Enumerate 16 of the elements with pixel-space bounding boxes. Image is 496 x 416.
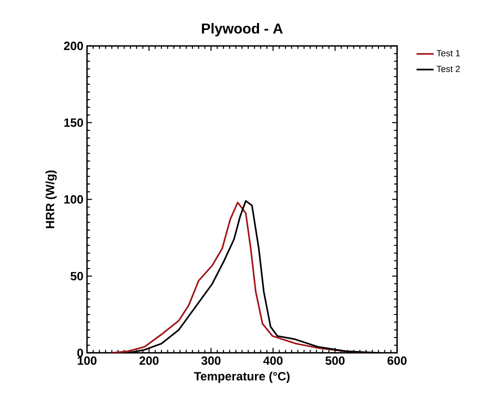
x-tick-label: 600	[388, 356, 407, 365]
y-tick-label: 150	[64, 118, 83, 127]
x-tick-label: 100	[78, 356, 96, 365]
y-tick-label: 200	[64, 42, 83, 50]
y-axis-title: HRR (W/g)	[46, 170, 57, 228]
x-tick-label: 300	[201, 356, 221, 365]
x-tick-label: 400	[263, 356, 283, 365]
legend-label: Test 2	[436, 66, 460, 72]
x-axis-title: Temperature (°C)	[194, 372, 290, 383]
x-tick-label: 200	[139, 356, 159, 365]
x-tick-label: 500	[325, 356, 345, 365]
legend-label: Test 1	[436, 50, 460, 56]
chart-title: Plywood - A	[202, 23, 283, 37]
y-tick-label: 50	[70, 272, 83, 280]
y-tick-label: 100	[64, 195, 83, 204]
y-tick-label: 0	[77, 348, 84, 358]
